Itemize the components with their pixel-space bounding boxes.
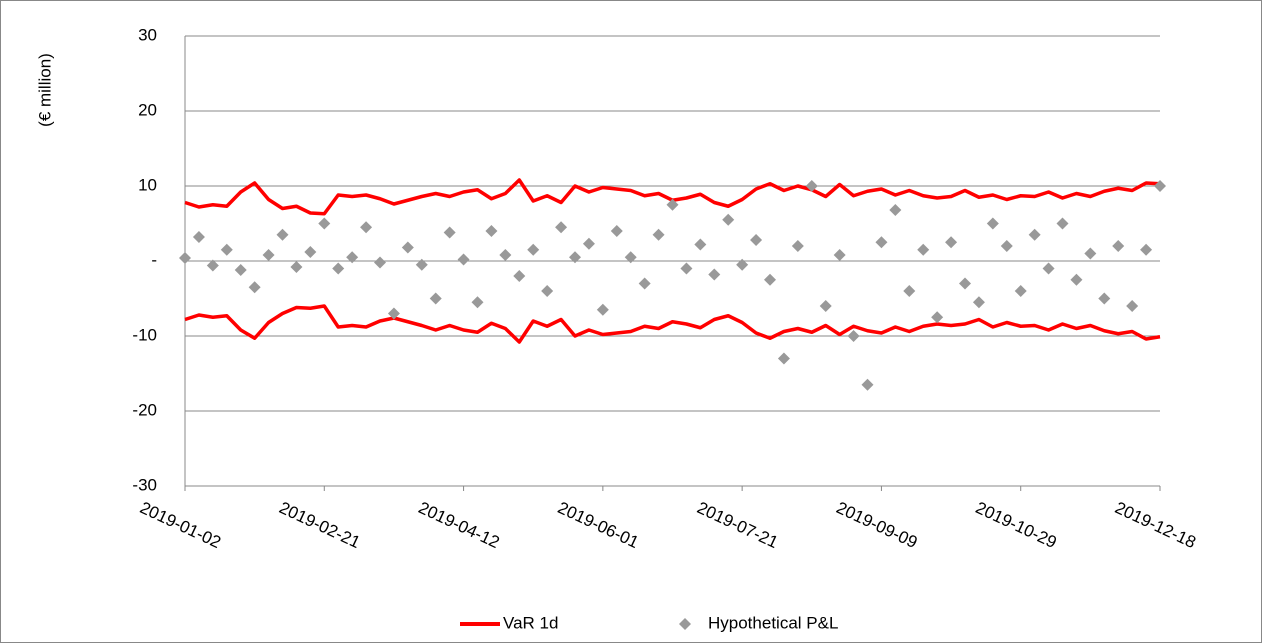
pnl-point xyxy=(889,204,902,216)
pnl-point xyxy=(847,330,860,342)
pnl-point xyxy=(499,249,512,261)
pnl-point xyxy=(513,270,526,282)
pnl-point xyxy=(443,226,456,239)
pnl-point xyxy=(666,198,679,211)
pnl-point xyxy=(596,303,609,316)
pnl-point xyxy=(541,285,554,297)
pnl-point xyxy=(986,217,999,230)
pnl-point xyxy=(1126,300,1139,312)
pnl-point xyxy=(750,234,763,246)
pnl-point xyxy=(1028,228,1041,241)
pnl-point xyxy=(819,300,832,312)
pnl-point xyxy=(1056,217,1069,230)
pnl-point xyxy=(833,249,846,261)
pnl-point xyxy=(415,258,428,271)
pnl-point xyxy=(680,262,693,275)
pnl-point xyxy=(387,307,400,320)
pnl-point xyxy=(457,253,470,266)
pnl-point xyxy=(248,281,261,294)
pnl-point xyxy=(1112,240,1125,252)
pnl-point xyxy=(652,228,665,241)
pnl-point xyxy=(555,221,568,234)
pnl-point xyxy=(1042,262,1055,275)
pnl-point xyxy=(638,277,651,290)
legend-label: VaR 1d xyxy=(503,613,558,632)
pnl-point xyxy=(262,249,275,261)
legend-label: Hypothetical P&L xyxy=(708,613,838,632)
pnl-point xyxy=(791,240,804,252)
pnl-point xyxy=(861,378,874,391)
pnl-point xyxy=(624,251,637,264)
pnl-point xyxy=(1084,247,1097,260)
pnl-point xyxy=(1098,292,1111,305)
pnl-point xyxy=(931,311,944,324)
pnl-point xyxy=(972,296,985,309)
pnl-point xyxy=(610,225,623,237)
pnl-point xyxy=(764,273,776,286)
pnl-point xyxy=(805,180,818,192)
pnl-point xyxy=(360,221,373,234)
pnl-point xyxy=(694,238,707,251)
pnl-point xyxy=(945,236,958,249)
pnl-point xyxy=(179,252,191,264)
var-line xyxy=(184,304,1161,344)
pnl-point xyxy=(917,243,930,256)
y-tick-label: 10 xyxy=(138,175,157,194)
pnl-point xyxy=(1154,180,1166,192)
pnl-point xyxy=(777,352,790,365)
pnl-point xyxy=(903,285,916,297)
pnl-point xyxy=(582,237,595,250)
pnl-point xyxy=(318,217,331,230)
pnl-point xyxy=(722,213,735,226)
pnl-point xyxy=(234,264,247,276)
y-tick-label: - xyxy=(151,250,157,269)
pnl-point xyxy=(401,241,414,254)
pnl-point xyxy=(569,251,581,264)
pnl-point xyxy=(471,296,484,309)
pnl-point xyxy=(290,261,303,273)
pnl-point xyxy=(736,258,749,271)
y-tick-label: 30 xyxy=(138,25,157,44)
pnl-point xyxy=(708,268,721,281)
pnl-point xyxy=(1014,285,1027,297)
y-tick-label: 20 xyxy=(138,100,157,119)
pnl-point xyxy=(485,225,498,237)
pnl-point xyxy=(220,243,233,256)
y-tick-label: -10 xyxy=(132,325,157,344)
pnl-point xyxy=(276,228,289,241)
pnl-point xyxy=(332,262,345,275)
pnl-point xyxy=(959,277,971,290)
y-tick-label: -20 xyxy=(132,400,157,419)
y-axis-label: (€ million) xyxy=(35,53,54,127)
pnl-point xyxy=(1070,273,1083,286)
pnl-point xyxy=(429,292,442,305)
pnl-point xyxy=(1140,243,1153,256)
legend-swatch xyxy=(679,618,691,630)
pnl-point xyxy=(346,251,359,264)
pnl-point xyxy=(875,236,888,249)
pnl-point xyxy=(192,231,205,243)
y-tick-label: -30 xyxy=(132,475,157,494)
pnl-point xyxy=(304,246,317,258)
pnl-point xyxy=(527,243,540,256)
pnl-point xyxy=(206,259,219,272)
pnl-point xyxy=(374,256,386,269)
pnl-point xyxy=(1000,240,1013,252)
